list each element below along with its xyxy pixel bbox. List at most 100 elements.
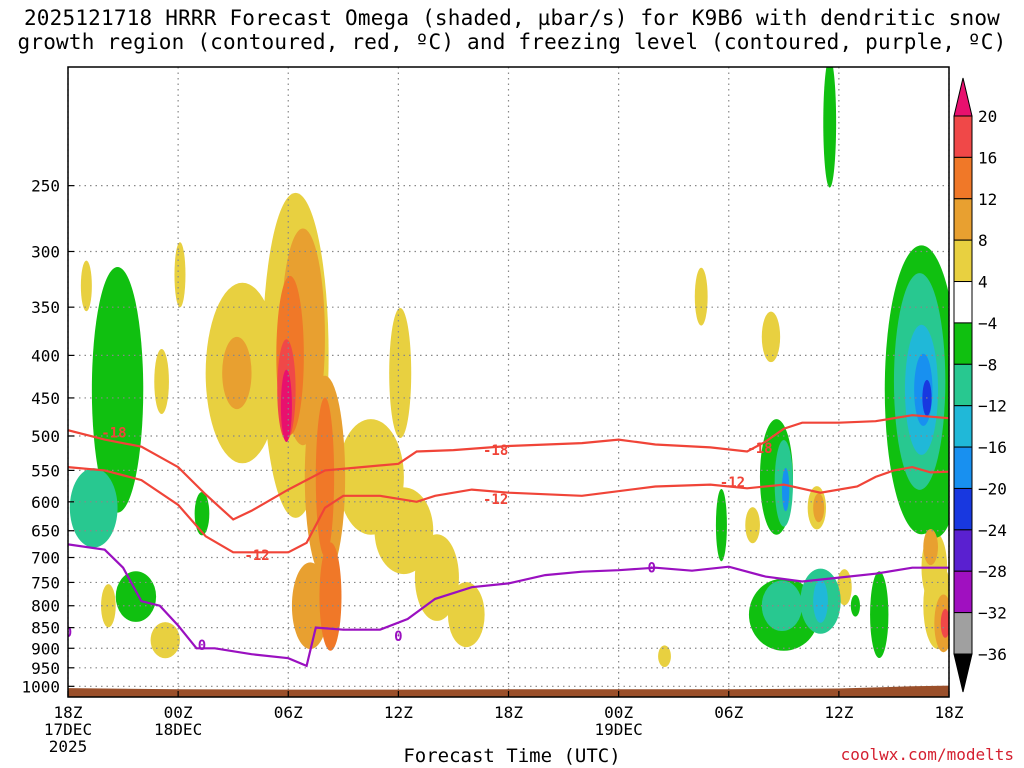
colorbar-bin--40 bbox=[953, 653, 973, 693]
colorbar-bin--24 bbox=[953, 487, 973, 531]
dgz-contour-label-4: -12 bbox=[483, 492, 508, 508]
x-tick-label-18-0: 12Z bbox=[384, 703, 413, 722]
omega-region-11 bbox=[658, 645, 671, 668]
omega-region-44 bbox=[315, 397, 335, 557]
omega-region-52 bbox=[280, 369, 292, 442]
chart-title: 2025121718 HRRR Forecast Omega (shaded, … bbox=[0, 6, 1024, 54]
title-line-2: growth region (contoured, red, ºC) and f… bbox=[17, 30, 1007, 54]
x-tick-label-42-0: 12Z bbox=[824, 703, 853, 722]
omega-region-28 bbox=[823, 67, 837, 188]
y-tick-label-600: 600 bbox=[31, 493, 60, 512]
omega-region-13 bbox=[745, 507, 760, 544]
colorbar-label--36: −36 bbox=[978, 645, 1007, 664]
colorbar-label--12: −12 bbox=[978, 397, 1007, 416]
colorbar-label--28: −28 bbox=[978, 562, 1007, 581]
colorbar-label--32: −32 bbox=[978, 604, 1007, 623]
colorbar-label-8: 8 bbox=[978, 231, 988, 250]
x-tick-label-0-2: 2025 bbox=[49, 737, 88, 756]
x-tick-label-48-0: 18Z bbox=[935, 703, 964, 722]
colorbar-bin-4 bbox=[953, 239, 973, 283]
x-tick-label-0-0: 18Z bbox=[54, 703, 83, 722]
y-axis: 2503003504004505005506006507007508008509… bbox=[21, 177, 74, 696]
omega-region-39 bbox=[923, 528, 938, 566]
colorbar-label--8: −8 bbox=[978, 355, 997, 374]
y-tick-label-650: 650 bbox=[31, 522, 60, 541]
colorbar-label-4: 4 bbox=[978, 273, 988, 292]
omega-region-46 bbox=[813, 579, 828, 623]
omega-region-41 bbox=[69, 468, 118, 548]
colorbar-label--4: −4 bbox=[978, 314, 997, 333]
y-tick-label-400: 400 bbox=[31, 346, 60, 365]
x-tick-label-0-1: 17DEC bbox=[44, 720, 92, 739]
credit-link[interactable]: coolwx.com/modelts bbox=[840, 745, 1014, 764]
omega-region-1 bbox=[80, 260, 92, 312]
omega-region-51 bbox=[940, 608, 949, 638]
colorbar-bin--16 bbox=[953, 405, 973, 448]
omega-region-2 bbox=[150, 622, 180, 659]
omega-region-4 bbox=[154, 349, 169, 415]
dgz-contour-label-1: -18 bbox=[483, 443, 508, 459]
omega-region-45 bbox=[319, 542, 342, 651]
colorbar-label-20: 20 bbox=[978, 107, 997, 126]
omega-region-31 bbox=[870, 571, 889, 658]
y-tick-label-1000: 1000 bbox=[21, 677, 60, 696]
dgz-contour-label-3: -12 bbox=[244, 548, 269, 564]
dgz-contour-label-2: -18 bbox=[747, 441, 772, 457]
title-line-1: 2025121718 HRRR Forecast Omega (shaded, … bbox=[23, 6, 1001, 30]
y-tick-label-500: 500 bbox=[31, 427, 60, 446]
y-tick-label-800: 800 bbox=[31, 597, 60, 616]
omega-region-3 bbox=[174, 242, 186, 308]
x-tick-label-6-0: 00Z bbox=[164, 703, 193, 722]
x-tick-label-6-1: 18DEC bbox=[154, 720, 202, 739]
omega-region-10 bbox=[694, 267, 708, 326]
omega-region-37 bbox=[761, 580, 803, 632]
y-tick-label-700: 700 bbox=[31, 549, 60, 568]
colorbar-bin--20 bbox=[953, 446, 973, 489]
colorbar-bin--8 bbox=[953, 322, 973, 365]
colorbar: 20 16 12 8 4 −4 −8 −12 −16 −20 −24 −28 −32 −36 bbox=[953, 77, 1007, 693]
colorbar-label--16: −16 bbox=[978, 438, 1007, 457]
y-tick-label-950: 950 bbox=[31, 659, 60, 678]
freezing-contour-label-3: 0 bbox=[64, 625, 72, 641]
omega-region-23 bbox=[222, 336, 252, 410]
omega-region-7 bbox=[389, 308, 412, 439]
colorbar-bin--12 bbox=[953, 363, 973, 407]
x-tick-label-12-0: 06Z bbox=[274, 703, 303, 722]
omega-shading bbox=[69, 67, 949, 668]
omega-region-21 bbox=[115, 571, 157, 622]
contour-lines: -18 -18 -18 -12 -12 -12 0 0 0 0 bbox=[64, 414, 949, 668]
colorbar-bin--28 bbox=[953, 529, 973, 572]
omega-region-36 bbox=[813, 493, 825, 523]
dgz-contour-3 bbox=[68, 465, 949, 554]
omega-region-22 bbox=[194, 492, 210, 536]
omega-region-9 bbox=[447, 582, 485, 648]
y-tick-label-250: 250 bbox=[31, 177, 60, 196]
y-tick-label-350: 350 bbox=[31, 298, 60, 317]
colorbar-label-16: 16 bbox=[978, 148, 997, 167]
dgz-contour-0 bbox=[68, 414, 949, 521]
y-tick-label-550: 550 bbox=[31, 461, 60, 480]
colorbar-bin-8 bbox=[953, 198, 973, 241]
freezing-contour-0 bbox=[68, 543, 949, 668]
colorbar-label--24: −24 bbox=[978, 521, 1007, 540]
colorbar-label-12: 12 bbox=[978, 190, 997, 209]
colorbar-bin-20 bbox=[953, 77, 973, 117]
omega-region-24 bbox=[715, 489, 727, 562]
colorbar-bin--4 bbox=[953, 281, 973, 324]
colorbar-bin--32 bbox=[953, 570, 973, 614]
y-tick-label-450: 450 bbox=[31, 389, 60, 408]
y-tick-label-850: 850 bbox=[31, 619, 60, 638]
x-tick-label-30-1: 19DEC bbox=[595, 720, 643, 739]
dgz-contour-label-0: -18 bbox=[101, 425, 126, 441]
omega-region-0 bbox=[101, 584, 116, 628]
y-tick-label-300: 300 bbox=[31, 242, 60, 261]
dgz-contour-label-5: -12 bbox=[720, 475, 745, 491]
x-tick-label-30-0: 00Z bbox=[604, 703, 633, 722]
omega-region-12 bbox=[761, 311, 781, 363]
freezing-contour-label-1: 0 bbox=[394, 629, 402, 645]
colorbar-bin--36 bbox=[953, 612, 973, 655]
x-tick-label-24-0: 18Z bbox=[494, 703, 523, 722]
x-tick-label-36-0: 06Z bbox=[714, 703, 743, 722]
